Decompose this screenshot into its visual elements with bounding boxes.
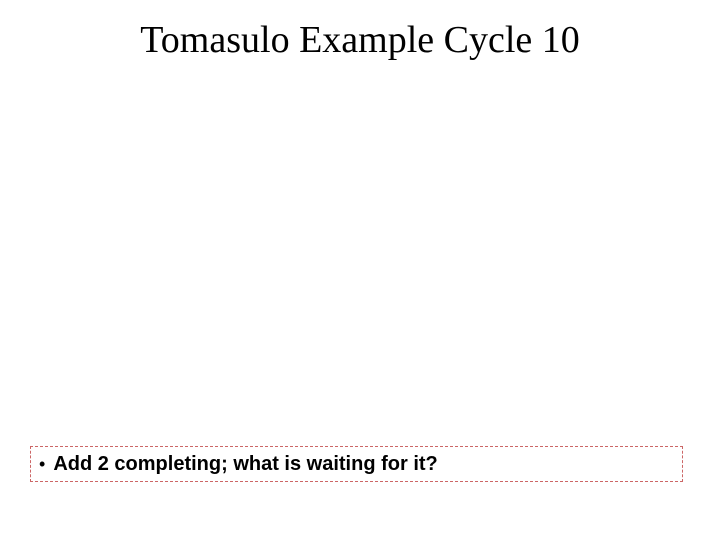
bullet-marker: • [39,454,45,475]
bullet-container: • Add 2 completing; what is waiting for … [30,446,683,482]
slide-title: Tomasulo Example Cycle 10 [0,18,720,62]
bullet-text: Add 2 completing; what is waiting for it… [53,453,437,476]
